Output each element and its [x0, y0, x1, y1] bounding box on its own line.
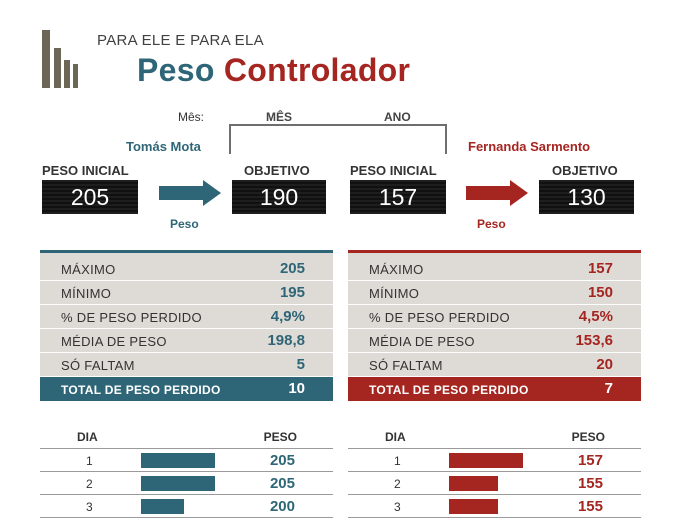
total-value: 7	[604, 380, 613, 397]
day-cell: 3	[394, 500, 401, 514]
person2-name: Fernanda Sarmento	[468, 139, 591, 154]
stat-value: 4,9%	[270, 308, 305, 325]
stat-row: MÉDIA DE PESO 198,8	[40, 329, 333, 353]
total-value: 10	[288, 380, 305, 397]
stat-label: % DE PESO PERDIDO	[61, 310, 202, 325]
day-cell: 1	[394, 454, 401, 468]
stat-value: 20	[596, 356, 613, 373]
total-label: TOTAL DE PESO PERDIDO	[369, 383, 529, 397]
stat-row: MÍNIMO 195	[40, 281, 333, 305]
stat-value: 153,6	[575, 332, 613, 349]
person2-initial-value[interactable]: 157	[350, 180, 446, 214]
page-title: Peso Controlador	[137, 52, 410, 89]
table-row[interactable]: 4 156	[348, 517, 641, 520]
person1-initial-value[interactable]: 205	[42, 180, 138, 214]
stat-value: 157	[587, 260, 613, 277]
weight-bar	[141, 453, 215, 468]
col-day-header: DIA	[77, 430, 98, 444]
person2-arrow-icon	[466, 180, 528, 206]
stat-label: MÁXIMO	[369, 262, 424, 277]
period-option-month[interactable]: MÊS	[266, 110, 293, 124]
person1-arrow-label: Peso	[170, 217, 199, 231]
day-cell: 2	[86, 477, 93, 491]
logo-bars-icon	[42, 30, 78, 88]
table-header: DIA PESO	[348, 428, 641, 448]
stat-label: MÉDIA DE PESO	[369, 334, 475, 349]
weight-cell: 157	[577, 452, 603, 469]
period-bracket	[229, 124, 447, 154]
weight-bar	[141, 499, 184, 514]
title-part-1: Peso	[137, 52, 215, 88]
page-subtitle: PARA ELE E PARA ELA	[97, 32, 264, 49]
stat-value: 195	[279, 284, 305, 301]
table-row[interactable]: 3 200	[40, 494, 333, 517]
day-cell: 3	[86, 500, 93, 514]
stat-row: SÓ FALTAM 20	[348, 353, 641, 377]
stat-label: MÁXIMO	[61, 262, 116, 277]
stat-value: 4,5%	[578, 308, 613, 325]
table-row[interactable]: 3 155	[348, 494, 641, 517]
person1-name: Tomás Mota	[126, 139, 201, 154]
col-weight-header: PESO	[571, 430, 605, 444]
person2-initial-label: PESO INICIAL	[350, 163, 437, 178]
stat-label: MÍNIMO	[369, 286, 420, 301]
person1-initial-label: PESO INICIAL	[42, 163, 129, 178]
stat-row: MÍNIMO 150	[348, 281, 641, 305]
weight-bar	[449, 476, 498, 491]
total-row: TOTAL DE PESO PERDIDO 10	[40, 377, 333, 401]
weight-cell: 205	[269, 452, 295, 469]
stat-row: MÁXIMO 205	[40, 257, 333, 281]
table-row[interactable]: 4 200	[40, 517, 333, 520]
total-label: TOTAL DE PESO PERDIDO	[61, 383, 221, 397]
stat-value: 198,8	[267, 332, 305, 349]
stat-label: SÓ FALTAM	[369, 358, 443, 373]
weight-cell: 200	[269, 498, 295, 515]
table-row[interactable]: 2 205	[40, 471, 333, 494]
total-row: TOTAL DE PESO PERDIDO 7	[348, 377, 641, 401]
period-label: Mês:	[178, 110, 205, 124]
person1-day-table: DIA PESO 1 205 2 205 3 200 4 200	[40, 428, 333, 520]
col-weight-header: PESO	[263, 430, 297, 444]
stat-row: SÓ FALTAM 5	[40, 353, 333, 377]
table-row[interactable]: 2 155	[348, 471, 641, 494]
stat-value: 205	[279, 260, 305, 277]
stat-label: MÉDIA DE PESO	[61, 334, 167, 349]
person1-stats-panel: MÁXIMO 205 MÍNIMO 195 % DE PESO PERDIDO …	[40, 250, 333, 401]
stat-label: MÍNIMO	[61, 286, 112, 301]
stat-label: SÓ FALTAM	[61, 358, 135, 373]
stat-label: % DE PESO PERDIDO	[369, 310, 510, 325]
person2-stats-panel: MÁXIMO 157 MÍNIMO 150 % DE PESO PERDIDO …	[348, 250, 641, 401]
person1-goal-label: OBJETIVO	[244, 163, 310, 178]
person1-arrow-icon	[159, 180, 221, 206]
table-row[interactable]: 1 157	[348, 448, 641, 471]
table-header: DIA PESO	[40, 428, 333, 448]
person2-goal-value[interactable]: 130	[539, 180, 634, 214]
day-cell: 2	[394, 477, 401, 491]
person2-goal-label: OBJETIVO	[552, 163, 618, 178]
stat-row: % DE PESO PERDIDO 4,9%	[40, 305, 333, 329]
stat-row: MÉDIA DE PESO 153,6	[348, 329, 641, 353]
title-part-2: Controlador	[223, 52, 411, 88]
weight-cell: 155	[577, 498, 603, 515]
period-option-year[interactable]: ANO	[384, 110, 411, 124]
person2-arrow-label: Peso	[477, 217, 506, 231]
stat-value: 150	[587, 284, 613, 301]
weight-cell: 155	[577, 475, 603, 492]
table-row[interactable]: 1 205	[40, 448, 333, 471]
weight-bar	[449, 499, 498, 514]
weight-bar	[141, 476, 215, 491]
person1-goal-value[interactable]: 190	[232, 180, 326, 214]
weight-cell: 205	[269, 475, 295, 492]
col-day-header: DIA	[385, 430, 406, 444]
stat-value: 5	[296, 356, 305, 373]
day-cell: 1	[86, 454, 93, 468]
stat-row: % DE PESO PERDIDO 4,5%	[348, 305, 641, 329]
person2-day-table: DIA PESO 1 157 2 155 3 155 4 156	[348, 428, 641, 520]
stat-row: MÁXIMO 157	[348, 257, 641, 281]
weight-bar	[449, 453, 523, 468]
